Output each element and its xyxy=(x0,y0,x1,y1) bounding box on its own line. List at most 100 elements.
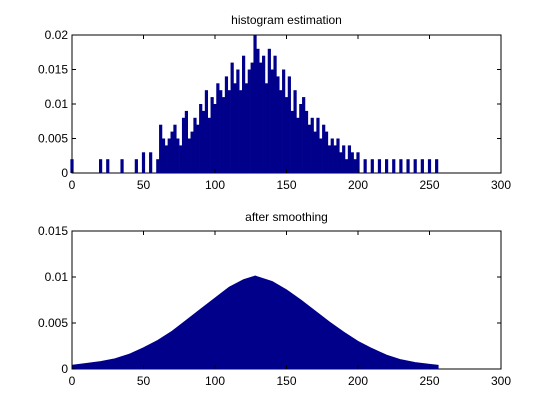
histogram-y-ticks: 0 0.005 0.01 0.015 0.02 xyxy=(38,28,68,180)
histogram-bar xyxy=(370,159,374,173)
histogram-bar xyxy=(106,159,110,173)
histogram-y-tick: 0.015 xyxy=(38,63,68,77)
smoothed-x-tick: 50 xyxy=(137,374,151,388)
histogram-bar xyxy=(279,90,283,173)
histogram-x-ticks: 0 50 100 150 200 250 300 xyxy=(69,178,512,192)
histogram-bar xyxy=(253,35,257,173)
histogram-bar xyxy=(159,124,163,173)
histogram-bar xyxy=(299,104,303,173)
histogram-bar xyxy=(333,145,337,173)
histogram-bar xyxy=(356,152,360,173)
histogram-bar xyxy=(213,104,217,173)
histogram-bar xyxy=(353,159,357,173)
smoothed-x-tick: 300 xyxy=(491,374,511,388)
smoothed-marks xyxy=(71,275,439,370)
smoothed-tick-marks xyxy=(71,230,502,370)
histogram-bar xyxy=(427,159,432,173)
histogram-bar xyxy=(187,138,191,173)
histogram-bar xyxy=(224,76,229,173)
histogram-bar xyxy=(227,90,231,173)
histogram-bar xyxy=(259,62,263,173)
histogram-bar xyxy=(99,159,103,173)
histogram-bar xyxy=(347,145,352,173)
histogram-bar xyxy=(167,138,171,173)
histogram-bar xyxy=(207,117,211,173)
histogram-bar xyxy=(70,159,74,173)
histogram-bar xyxy=(316,117,320,173)
histogram-title: histogram estimation xyxy=(231,13,342,27)
histogram-bar xyxy=(273,55,277,174)
histogram-marks xyxy=(70,35,439,174)
histogram-y-tick: 0.02 xyxy=(45,28,69,42)
smoothed-y-tick: 0.01 xyxy=(45,270,69,284)
histogram-bar xyxy=(221,97,226,173)
histogram-bar xyxy=(406,159,410,173)
histogram-bar xyxy=(293,90,297,173)
histogram-x-tick: 150 xyxy=(276,178,296,192)
histogram-bar xyxy=(290,110,294,173)
histogram-bar xyxy=(310,117,314,173)
histogram-bar xyxy=(210,97,214,173)
smoothed-x-tick: 150 xyxy=(276,374,296,388)
histogram-bar xyxy=(324,131,329,173)
histogram-bar xyxy=(179,145,183,173)
histogram-bar xyxy=(199,104,203,173)
histogram-bar xyxy=(134,159,138,173)
histogram-bar xyxy=(216,83,220,173)
histogram-bar xyxy=(435,159,439,173)
histogram-bar xyxy=(327,145,331,173)
histogram-bar xyxy=(149,152,153,173)
histogram-x-tick: 300 xyxy=(491,178,511,192)
histogram-bar xyxy=(161,138,166,173)
histogram-bar xyxy=(282,69,286,173)
smoothed-x-tick: 100 xyxy=(205,374,225,388)
histogram-bar xyxy=(247,69,251,173)
histogram-bar xyxy=(250,62,254,173)
histogram-bar xyxy=(296,117,300,173)
histogram-bar xyxy=(242,55,246,174)
smoothed-x-tick: 200 xyxy=(348,374,368,388)
histogram-x-tick: 250 xyxy=(419,178,439,192)
histogram-x-tick: 200 xyxy=(348,178,368,192)
histogram-bar xyxy=(350,152,354,173)
smoothed-x-ticks: 0 50 100 150 200 250 300 xyxy=(69,374,512,388)
smoothed-density-area xyxy=(71,275,439,370)
histogram-bar xyxy=(120,159,124,173)
smoothed-y-ticks: 0 0.005 0.01 0.015 xyxy=(38,224,68,376)
smoothed-y-tick: 0 xyxy=(61,362,68,376)
histogram-y-tick: 0.01 xyxy=(45,97,69,111)
histogram-bar xyxy=(385,159,389,173)
histogram-bar xyxy=(420,159,424,173)
smoothed-x-tick: 250 xyxy=(419,374,439,388)
histogram-bar xyxy=(302,97,306,173)
histogram-bar xyxy=(304,110,309,173)
histogram-bar xyxy=(236,69,240,173)
histogram-bar xyxy=(287,76,291,173)
histogram-bar xyxy=(363,159,367,173)
histogram-bar xyxy=(319,138,323,173)
smoothed-y-tick: 0.015 xyxy=(38,224,68,238)
histogram-bar xyxy=(156,159,160,173)
histogram-x-tick: 0 xyxy=(69,178,76,192)
histogram-tick-marks xyxy=(71,34,502,174)
histogram-bar xyxy=(267,48,271,173)
histogram-bar xyxy=(164,145,168,173)
histogram-bar xyxy=(392,159,396,173)
histogram-bar xyxy=(262,55,266,174)
histogram-bar xyxy=(276,76,280,173)
histogram-bar xyxy=(204,90,209,173)
histogram-panel: histogram estimation 0 50 100 150 200 25… xyxy=(38,13,511,192)
smoothed-title: after smoothing xyxy=(245,210,328,224)
histogram-bar xyxy=(344,159,349,173)
histogram-bar xyxy=(377,159,382,173)
histogram-bar xyxy=(196,124,200,173)
histogram-bar xyxy=(201,110,206,173)
histogram-bar xyxy=(399,159,403,173)
histogram-bar xyxy=(233,83,237,173)
histogram-bar xyxy=(181,117,186,173)
histogram-y-tick: 0 xyxy=(61,166,68,180)
histogram-bar xyxy=(307,124,311,173)
smoothed-y-tick: 0.005 xyxy=(38,316,68,330)
histogram-bar xyxy=(239,90,243,173)
